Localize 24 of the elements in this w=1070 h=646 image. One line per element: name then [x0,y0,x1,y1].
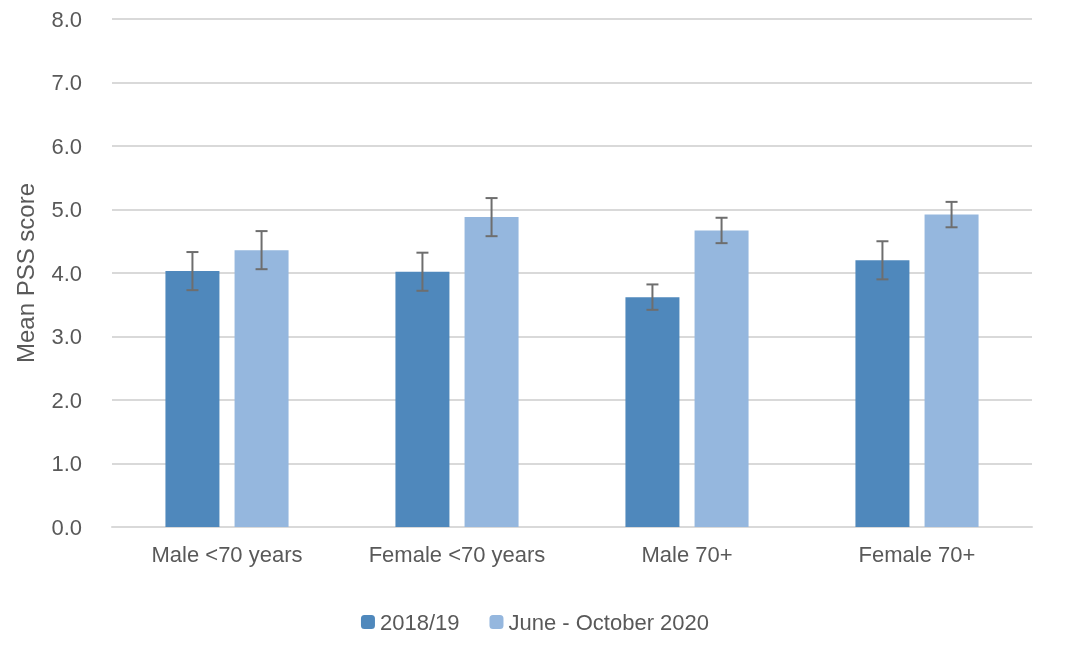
bar [464,217,519,527]
legend-label: June - October 2020 [508,609,710,635]
bar [625,297,680,527]
y-tick-label: 3.0 [51,324,82,349]
y-tick-label: 6.0 [51,133,82,159]
y-tick-label: 4.0 [51,260,82,286]
y-tick-label: 2.0 [51,387,82,413]
x-tick-label: Male 70+ [641,541,733,567]
y-tick-label: 1.0 [51,451,82,476]
y-tick-label: 5.0 [51,197,82,222]
y-tick-label: 8.0 [51,6,82,32]
bar [694,230,749,527]
y-axis-title: Mean PSS score [11,182,39,364]
x-tick-label: Female <70 years [368,541,546,567]
x-tick-label: Female 70+ [858,541,976,567]
bar [165,271,220,527]
bar [924,214,979,527]
bar [855,260,910,527]
y-tick-label: 0.0 [51,514,82,540]
bar [395,271,450,527]
legend-label: 2018/19 [379,609,460,635]
y-tick-label: 7.0 [51,70,82,95]
x-tick-label: Male <70 years [151,541,303,567]
bar [234,250,289,527]
